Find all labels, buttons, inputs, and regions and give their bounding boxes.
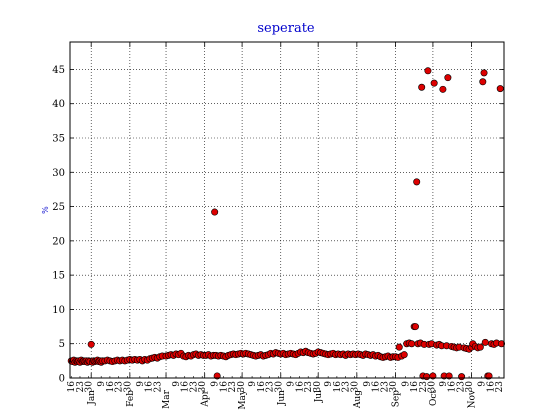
chart-title: seperate: [257, 21, 315, 36]
x-day-label: 23: [304, 381, 314, 393]
x-day-label: 30: [274, 381, 284, 393]
x-day-label: 9: [324, 381, 334, 387]
x-day-label: 23: [115, 381, 125, 393]
y-tick-label: 45: [52, 65, 65, 76]
x-day-label: 30: [198, 381, 208, 393]
x-day-label: 30: [465, 381, 475, 393]
data-point: [211, 208, 219, 216]
x-day-label: 23: [153, 381, 163, 393]
x-month-label: May: [238, 389, 248, 410]
x-day-label: 16: [181, 381, 191, 393]
data-point: [418, 83, 426, 91]
x-day-label: 23: [342, 381, 352, 393]
y-tick-label: 25: [52, 202, 65, 213]
y-tick-label: 40: [52, 99, 65, 110]
data-point: [498, 340, 506, 348]
x-month-label: Oct: [429, 390, 439, 406]
x-day-label: 23: [419, 381, 429, 393]
data-point: [481, 338, 489, 346]
x-month-label: Jan: [87, 390, 97, 406]
x-day-label: 23: [456, 381, 466, 393]
x-day-label: 16: [333, 381, 343, 393]
data-point: [424, 67, 432, 75]
y-tick-label: 30: [52, 168, 65, 179]
y-tick-label: 15: [52, 271, 65, 282]
data-point: [413, 178, 421, 186]
x-day-label: 23: [228, 381, 238, 393]
x-day-label: 9: [211, 381, 221, 387]
x-month-label: Feb: [126, 390, 136, 407]
y-tick-label: 35: [52, 134, 65, 145]
x-day-label: 16: [219, 381, 229, 393]
data-point: [423, 373, 431, 381]
x-month-label: Aug: [353, 390, 363, 409]
x-day-label: 9: [287, 381, 297, 387]
x-day-label: 30: [313, 381, 323, 393]
y-axis-label: %: [41, 206, 50, 214]
data-point: [476, 343, 484, 351]
x-day-label: 16: [448, 381, 458, 393]
data-point: [439, 85, 447, 93]
x-day-label: 9: [401, 381, 411, 387]
x-day-label: 30: [389, 381, 399, 393]
data-point: [480, 69, 488, 77]
x-day-label: 9: [248, 381, 258, 387]
x-month-label: Jul: [314, 390, 324, 403]
axis-ticks: 0 5 10 15 20 25 30 35 40 45 Jan Feb Mar Apr May Jun Jul A…: [52, 42, 505, 410]
data-point: [400, 351, 408, 359]
x-day-label: 16: [295, 381, 305, 393]
x-day-label: 30: [428, 381, 438, 393]
data-point: [411, 323, 419, 331]
x-day-label: 30: [123, 381, 133, 393]
data-point: [444, 74, 452, 82]
x-day-label: 30: [85, 381, 95, 393]
x-day-label: 16: [410, 381, 420, 393]
x-day-label: 16: [106, 381, 116, 393]
x-day-label: 23: [189, 381, 199, 393]
x-day-label: 16: [145, 381, 155, 393]
x-day-label: 9: [172, 381, 182, 387]
grid-lines: [70, 42, 504, 378]
y-tick-label: 20: [52, 236, 65, 247]
x-day-label: 16: [372, 381, 382, 393]
x-day-label: 9: [478, 381, 488, 387]
data-point: [458, 373, 466, 381]
x-month-label: Sep: [392, 390, 402, 407]
x-month-label: Nov: [468, 389, 478, 408]
x-day-label: 23: [380, 381, 390, 393]
x-day-label: 16: [486, 381, 496, 393]
data-point: [479, 78, 487, 86]
x-day-label: 9: [97, 381, 107, 387]
data-point: [395, 343, 403, 351]
data-point: [430, 79, 438, 87]
y-tick-label: 5: [59, 339, 65, 350]
x-day-label: 16: [67, 381, 77, 393]
x-day-label: 30: [350, 381, 360, 393]
x-day-label: 23: [266, 381, 276, 393]
x-month-label: Mar: [162, 389, 172, 409]
x-day-label: 9: [363, 381, 373, 387]
data-point: [408, 340, 416, 348]
x-month-label: Apr: [201, 389, 211, 407]
y-tick-label: 0: [59, 374, 65, 385]
data-point: [496, 85, 504, 93]
x-day-label: 30: [237, 381, 247, 393]
x-day-label: 16: [257, 381, 267, 393]
x-day-label: 9: [136, 381, 146, 387]
y-tick-label: 10: [52, 305, 65, 316]
data-points: [67, 67, 506, 381]
x-day-label: 9: [439, 381, 449, 387]
x-month-label: Jun: [277, 390, 287, 406]
plot-frame: [69, 41, 505, 379]
x-day-label: 23: [495, 381, 505, 393]
x-day-label: 23: [76, 381, 86, 393]
data-point: [87, 340, 95, 348]
